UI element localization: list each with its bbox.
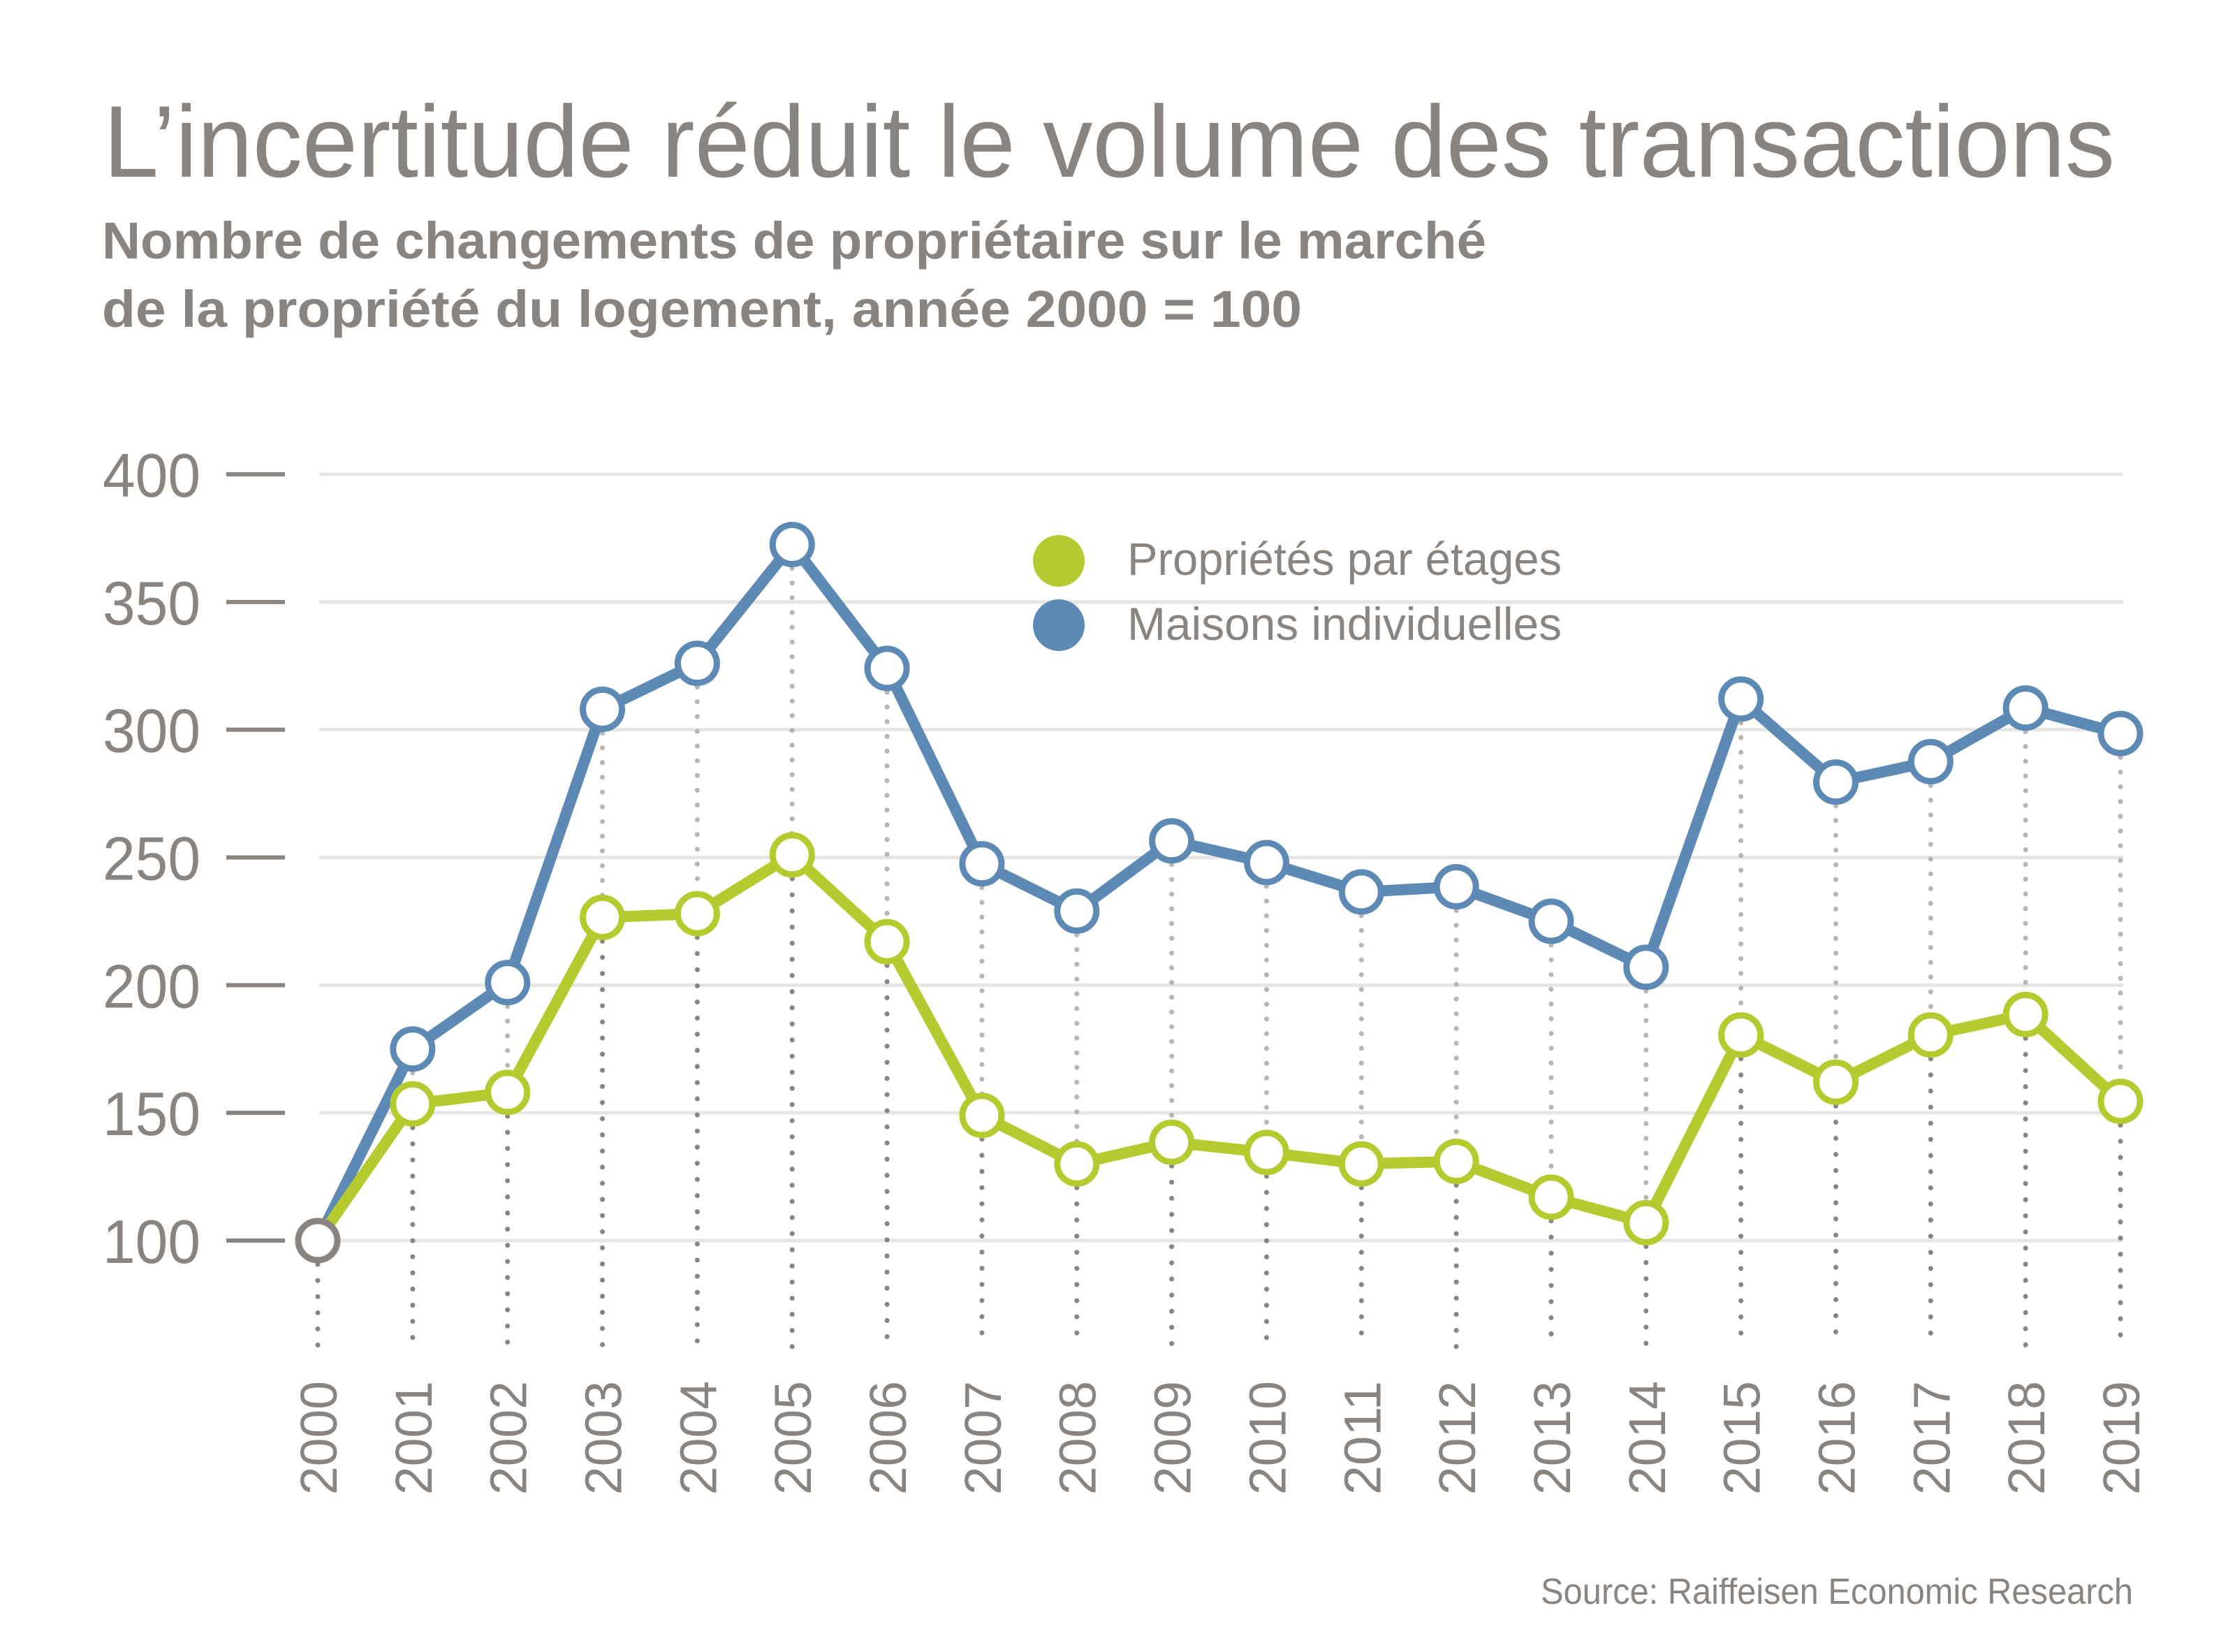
data-point-green-2006[interactable]	[864, 919, 910, 965]
data-point-green-2002[interactable]	[485, 1069, 531, 1116]
legend-label: Propriétés par étages	[1127, 533, 1562, 585]
x-tick-label: 2006	[859, 1381, 917, 1495]
data-point-blue-2001[interactable]	[390, 1026, 436, 1072]
chart-title: L’incertitude réduit le volume des trans…	[103, 85, 2115, 198]
data-point-blue-2011[interactable]	[1338, 869, 1384, 915]
data-point-green-2016[interactable]	[1812, 1059, 1859, 1105]
gridlines	[319, 472, 2123, 1243]
data-point-blue-2016[interactable]	[1812, 759, 1859, 805]
data-point-green-2009[interactable]	[1149, 1119, 1195, 1165]
data-point-green-2007[interactable]	[959, 1092, 1005, 1139]
x-tick-label: 2002	[480, 1381, 538, 1495]
x-tick-label: 2009	[1144, 1381, 1202, 1495]
y-tick-label: 350	[103, 569, 200, 638]
data-point-green-2001[interactable]	[390, 1081, 436, 1127]
data-point-blue-2007[interactable]	[959, 841, 1005, 887]
y-axis: 400 350 300 250 200 150 100	[103, 441, 285, 1276]
data-point-blue-2019[interactable]	[2097, 710, 2144, 756]
x-tick-label: 2018	[1998, 1381, 2056, 1495]
data-point-base-2000[interactable]	[295, 1218, 341, 1264]
data-point-green-2011[interactable]	[1338, 1141, 1384, 1187]
x-tick-label: 2003	[575, 1381, 633, 1495]
legend-swatch-green-icon	[1033, 535, 1085, 587]
data-point-blue-2017[interactable]	[1907, 738, 1954, 784]
legend-item-proprietes-par-etages[interactable]: Propriétés par étages	[1033, 533, 1562, 587]
x-tick-label: 2008	[1049, 1381, 1107, 1495]
y-tick-label: 150	[103, 1079, 200, 1148]
data-point-blue-2009[interactable]	[1149, 818, 1195, 864]
x-tick-label: 2001	[385, 1381, 443, 1495]
x-tick-label: 2019	[2093, 1381, 2150, 1495]
source-note: Source: Raiffeisen Economic Research	[1541, 1572, 2133, 1612]
y-tick-label: 200	[103, 951, 200, 1021]
data-point-green-2010[interactable]	[1243, 1130, 1289, 1176]
data-point-green-2004[interactable]	[674, 891, 720, 937]
data-point-green-2019[interactable]	[2097, 1079, 2144, 1125]
y-tick-label: 400	[103, 441, 200, 510]
series	[295, 522, 2144, 1264]
data-point-blue-2012[interactable]	[1433, 864, 1479, 910]
data-point-green-2008[interactable]	[1054, 1141, 1100, 1187]
data-point-blue-2002[interactable]	[485, 960, 531, 1006]
legend-label: Maisons individuelles	[1127, 598, 1562, 650]
drop-lines	[315, 566, 2123, 1350]
chart-subtitle-line-1: Nombre de changements de propriétaire su…	[102, 212, 1486, 270]
y-tick-label: 100	[103, 1207, 200, 1276]
x-tick-label: 2016	[1808, 1381, 1866, 1495]
x-tick-label: 2005	[764, 1381, 822, 1495]
x-tick-label: 2011	[1333, 1381, 1391, 1495]
data-point-blue-2018[interactable]	[2002, 685, 2049, 731]
data-point-blue-2010[interactable]	[1243, 840, 1289, 886]
data-point-blue-2008[interactable]	[1054, 888, 1100, 934]
x-tick-label: 2000	[290, 1381, 348, 1495]
x-tick-label: 2004	[669, 1381, 727, 1495]
x-tick-label: 2007	[954, 1381, 1012, 1495]
data-point-green-2015[interactable]	[1718, 1012, 1764, 1058]
y-tick-label: 250	[103, 824, 200, 893]
legend-item-maisons-individuelles[interactable]: Maisons individuelles	[1033, 598, 1562, 651]
data-point-blue-2015[interactable]	[1718, 676, 1764, 722]
x-axis: 2000 2001 2002 2003 2004 2005 2006 2007 2008 2009…	[290, 1381, 2150, 1495]
data-point-green-2012[interactable]	[1433, 1139, 1479, 1185]
legend-swatch-blue-icon	[1033, 599, 1085, 651]
x-tick-label: 2012	[1428, 1381, 1486, 1495]
x-tick-label: 2015	[1713, 1381, 1771, 1495]
data-point-blue-2006[interactable]	[864, 645, 910, 692]
data-point-blue-2013[interactable]	[1528, 898, 1574, 944]
chart-subtitle-line-2: de la propriété du logement, année 2000 …	[102, 280, 1302, 338]
data-point-green-2003[interactable]	[580, 894, 626, 940]
legend: Propriétés par étages Maisons individuel…	[1033, 533, 1562, 651]
data-point-green-2018[interactable]	[2002, 991, 2049, 1037]
data-point-green-2017[interactable]	[1907, 1012, 1954, 1058]
x-tick-label: 2017	[1903, 1381, 1961, 1495]
data-point-blue-2014[interactable]	[1623, 944, 1669, 991]
x-tick-label: 2014	[1618, 1381, 1676, 1495]
data-point-blue-2005[interactable]	[769, 522, 815, 568]
y-tick-label: 300	[103, 696, 200, 766]
x-tick-label: 2013	[1523, 1381, 1581, 1495]
data-point-green-2005[interactable]	[769, 832, 815, 878]
data-point-green-2014[interactable]	[1623, 1199, 1669, 1245]
x-tick-label: 2010	[1238, 1381, 1296, 1495]
data-point-blue-2004[interactable]	[674, 641, 720, 687]
data-point-green-2013[interactable]	[1528, 1174, 1574, 1220]
data-point-blue-2003[interactable]	[580, 686, 626, 732]
